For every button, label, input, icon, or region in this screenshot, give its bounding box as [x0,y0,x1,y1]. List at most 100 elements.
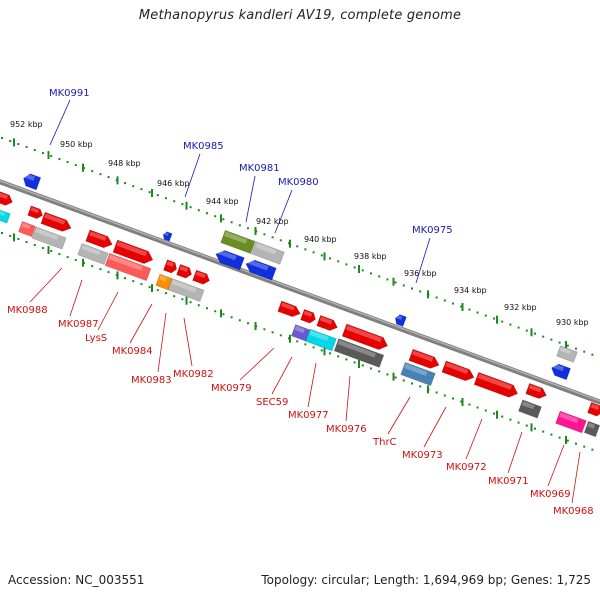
gene-small-left-shine [30,207,40,214]
accession-text: Accession: NC_003551 [8,573,145,587]
gene-darkgray-1-body [333,338,385,368]
gene-mk0991 [23,173,42,191]
gene-left-edge [0,190,13,206]
inner-dot [468,403,471,406]
gene-right-blue [551,363,571,381]
inner-dot [525,424,528,427]
gene-mk0976-shine [345,325,382,343]
gene-cyan-left [0,208,11,224]
inner-dot [575,442,577,445]
outer-dot [42,152,44,155]
outer-dot [460,305,463,308]
inner-dot [206,307,208,310]
gene-gray-2 [77,243,109,265]
outer-dot [591,353,594,356]
gene-pink-2-shine [108,254,144,271]
outer-dot [263,233,266,236]
outer-dot [337,260,340,263]
outer-dot [9,140,12,143]
gene-gray-1-shine [35,228,59,241]
kbp-label: 946 kbp [157,179,190,188]
outer-dot [345,263,348,266]
gene-mk0981-body [215,250,245,271]
outer-dot [99,173,102,176]
gene-right-edge-shine [590,403,600,411]
inner-dot [25,241,28,244]
outer-dot [566,344,569,347]
gene-right-blue-body [551,363,571,381]
inner-dot [361,364,364,367]
gene-mk0984-shine [166,261,174,267]
gene-mk0971-body [525,383,547,399]
gene-mk0987 [85,229,113,249]
outer-dot [165,197,167,200]
gene-label-bottom: LysS [85,333,107,344]
inner-dot [132,280,135,283]
outer-dot [402,284,405,287]
gene-label-bottom: MK0968 [553,506,594,517]
gene-lyss [112,239,154,264]
gene-mk0979 [277,300,301,317]
gene-darkgray-1 [333,338,385,368]
gene-mk0971-shine [528,384,542,393]
inner-dot [107,271,110,274]
inner-dot [394,376,397,379]
gene-label-bottom: MK0972 [446,462,487,473]
gene-tiny-1-shine [164,232,169,237]
gene-mk0971 [525,383,547,399]
outer-dot [378,275,381,278]
gene-cyan-left-body [0,208,11,224]
outer-dot [411,287,413,290]
gene-tiny-1 [162,231,173,242]
outer-dot [476,311,479,314]
inner-dot [148,286,151,289]
gene-mk0976-body [341,323,389,350]
kbp-label: 952 kbp [10,120,43,129]
gene-mk0972-body [473,371,519,398]
inner-dot [452,397,454,400]
gene-pink-2-body [104,252,152,282]
inner-dot [222,313,225,316]
map-title: Methanopyrus kandleri AV19, complete gen… [138,8,462,23]
gene-tiny-2-body [394,314,407,327]
gene-thrc-shine [412,350,434,362]
gene-darkgray-2-shine [521,401,535,410]
outer-dot [132,185,135,188]
outer-dot [91,170,94,173]
outer-dot [25,146,28,149]
outer-dot [296,245,299,248]
gene-gray-4 [251,241,285,265]
outer-dot [189,206,192,209]
gene-mk0973-body [441,360,475,382]
outer-dot [542,335,545,338]
gene-mk0976 [341,323,389,350]
outer-dot [493,317,495,320]
inner-dot [583,445,586,448]
callout-leader [239,347,275,381]
inner-dot [345,358,348,361]
callout-leader [307,362,317,408]
outer-dot [214,215,217,218]
gene-label-bottom: MK0979 [211,383,252,394]
gene-slate [291,324,311,342]
gene-orange-body [155,273,173,291]
gene-sec59-shine [303,310,313,318]
gene-label-bottom: MK0984 [112,346,153,357]
callout-leader [274,189,293,234]
inner-dot [181,298,184,301]
gene-orange [155,273,173,291]
gene-pink-1-shine [21,222,31,230]
gene-label-top: MK0980 [278,177,319,188]
inner-dot [353,361,356,364]
gene-gray-3-shine [171,279,197,293]
outer-dot [484,314,487,317]
callout-leader [423,406,447,448]
gene-gray-5-body [556,345,578,363]
outer-dot [173,200,176,203]
gene-orange-shine [159,275,168,282]
gene-label-bottom: MK0988 [7,305,48,316]
inner-dot [509,418,512,421]
inner-dot [460,400,463,403]
inner-dot [320,349,323,352]
